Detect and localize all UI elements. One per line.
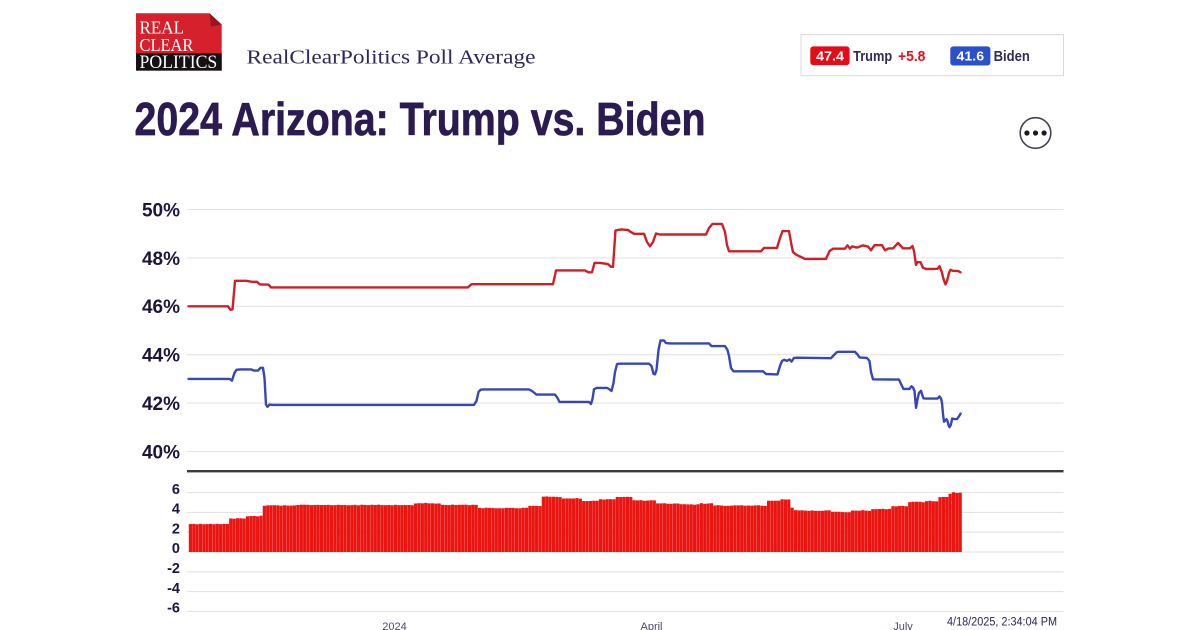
svg-text:+5.8: +5.8: [898, 48, 925, 65]
svg-text:46%: 46%: [142, 297, 180, 318]
svg-text:4/18/2025, 2:34:04 PM: 4/18/2025, 2:34:04 PM: [947, 614, 1057, 628]
svg-text:41.6: 41.6: [957, 49, 985, 64]
svg-text:2024: 2024: [382, 621, 406, 630]
svg-text:42%: 42%: [142, 394, 180, 415]
svg-text:April: April: [640, 621, 662, 630]
svg-text:REAL: REAL: [140, 17, 185, 37]
svg-text:Trump: Trump: [853, 48, 892, 65]
svg-text:2: 2: [172, 521, 180, 537]
svg-text:RealClearPolitics Poll Average: RealClearPolitics Poll Average: [247, 48, 536, 69]
svg-text:48%: 48%: [142, 249, 180, 270]
svg-text:4: 4: [172, 502, 180, 518]
svg-text:50%: 50%: [142, 200, 180, 221]
svg-text:CLEAR: CLEAR: [140, 35, 194, 55]
svg-text:Biden: Biden: [994, 48, 1030, 65]
svg-text:July: July: [893, 621, 913, 630]
svg-text:44%: 44%: [142, 346, 180, 367]
svg-text:47.4: 47.4: [816, 49, 845, 64]
svg-text:40%: 40%: [142, 442, 180, 463]
svg-text:-4: -4: [167, 581, 180, 597]
svg-text:-6: -6: [167, 601, 180, 617]
svg-text:-2: -2: [167, 561, 180, 577]
svg-text:6: 6: [172, 482, 180, 498]
svg-text:POLITICS: POLITICS: [140, 52, 218, 73]
svg-text:0: 0: [172, 541, 180, 557]
svg-text:2024 Arizona: Trump vs. Biden: 2024 Arizona: Trump vs. Biden: [135, 93, 706, 145]
